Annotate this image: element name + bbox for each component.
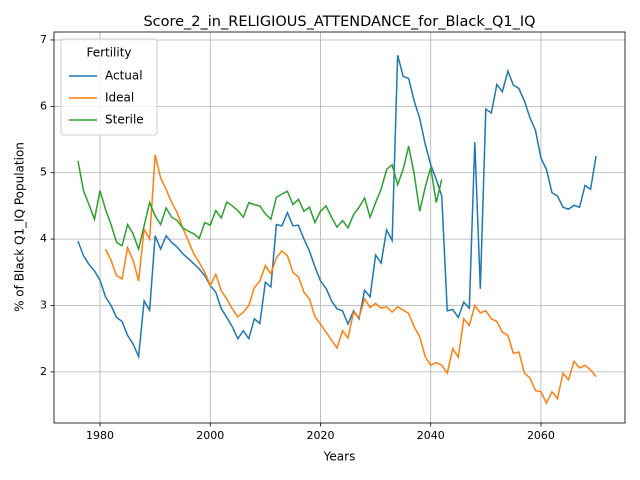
legend-label: Actual [105, 69, 143, 83]
plot-frame [53, 31, 626, 424]
y-tick-label: 4 [40, 232, 47, 245]
y-tick-label: 7 [40, 33, 47, 46]
y-axis-label: % of Black Q1_IQ Population [13, 142, 27, 312]
x-tick-label: 1980 [86, 429, 114, 442]
legend-label: Ideal [105, 91, 134, 105]
line [77, 146, 443, 252]
x-tick-label: 2060 [527, 429, 555, 442]
line [77, 55, 597, 360]
x-tick-label: 2000 [196, 429, 224, 442]
y-tick-label: 2 [40, 365, 47, 378]
legend-label: Sterile [105, 113, 144, 127]
legend-title: Fertility [86, 46, 131, 60]
x-tick-label: 2040 [417, 429, 445, 442]
legend-box [60, 38, 158, 136]
x-tick-label: 2020 [306, 429, 334, 442]
y-tick-label: 5 [40, 166, 47, 179]
chart-title: Score_2_in_RELIGIOUS_ATTENDANCE_for_Blac… [143, 14, 535, 30]
line [104, 154, 597, 405]
y-tick-label: 3 [40, 299, 47, 312]
y-tick-label: 6 [40, 99, 47, 112]
legend: Fertility Actual Ideal Sterile [60, 38, 158, 136]
x-axis-label: Years [323, 450, 356, 464]
